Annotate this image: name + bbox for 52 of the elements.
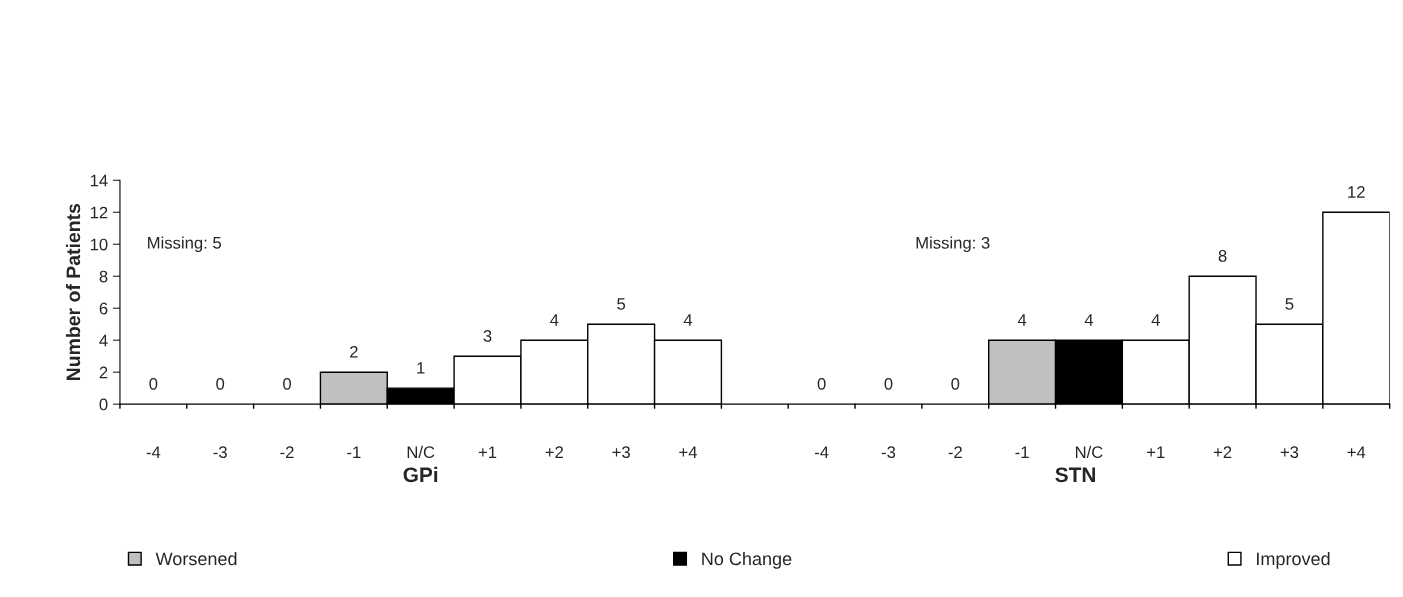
data-label: 0 bbox=[951, 377, 960, 390]
data-label: 0 bbox=[149, 377, 158, 390]
text: GPi bbox=[403, 466, 438, 483]
y-axis-title: Number of Patients bbox=[65, 203, 81, 381]
data-label: 0 bbox=[216, 377, 225, 390]
data-label: 5 bbox=[617, 298, 626, 310]
x-tick-label: N/C bbox=[1075, 445, 1103, 459]
text: STN bbox=[1055, 467, 1096, 483]
data-label: 0 bbox=[817, 377, 826, 390]
data-label: 0 bbox=[283, 377, 292, 390]
x-tick-label: -4 bbox=[814, 446, 829, 458]
data-label: 5 bbox=[1285, 298, 1294, 310]
y-tick-label: 4 bbox=[99, 334, 108, 347]
data-label: 12 bbox=[1348, 186, 1365, 198]
x-tick-label: +3 bbox=[1280, 446, 1299, 459]
data-label: 3 bbox=[483, 329, 492, 342]
y-tick-label: 10 bbox=[90, 238, 108, 251]
data-label: 4 bbox=[1084, 314, 1094, 326]
legend-label: No Change bbox=[702, 551, 792, 569]
x-tick-label: -3 bbox=[881, 446, 896, 459]
data-label: 0 bbox=[884, 377, 893, 390]
y-tick-label: 0 bbox=[99, 398, 108, 411]
legend-label: Worsened bbox=[155, 551, 237, 566]
y-tick-label: 12 bbox=[90, 206, 108, 219]
legend-label: Improved bbox=[1257, 551, 1330, 569]
data-label: 4 bbox=[683, 314, 693, 326]
data-label: 2 bbox=[350, 345, 358, 358]
x-tick-label: -2 bbox=[280, 446, 294, 458]
data-label: 4 bbox=[550, 314, 559, 326]
x-tick-label: -1 bbox=[347, 446, 361, 458]
x-tick-label: -1 bbox=[1015, 446, 1029, 458]
x-tick-label: -4 bbox=[146, 446, 161, 458]
data-label: 4 bbox=[1151, 314, 1160, 326]
data-label: 4 bbox=[1017, 314, 1027, 326]
data-label: 8 bbox=[1218, 250, 1227, 262]
data-label: 1 bbox=[417, 362, 425, 374]
x-tick-label: +2 bbox=[1213, 446, 1232, 458]
x-tick-label: +4 bbox=[679, 446, 697, 458]
x-tick-label: +1 bbox=[478, 446, 497, 458]
y-tick-label: 8 bbox=[99, 270, 108, 283]
annotation: Missing: 5 bbox=[148, 236, 222, 253]
x-tick-label: +2 bbox=[545, 446, 563, 458]
x-tick-label: -3 bbox=[213, 446, 227, 459]
x-tick-label: +4 bbox=[1347, 446, 1366, 458]
x-tick-label: +3 bbox=[612, 446, 630, 459]
x-tick-label: -2 bbox=[948, 446, 962, 458]
y-tick-label: 14 bbox=[90, 174, 108, 187]
x-tick-label: +1 bbox=[1147, 446, 1165, 458]
y-tick-label: 2 bbox=[99, 366, 108, 379]
annotation: Missing: 3 bbox=[916, 236, 990, 253]
x-tick-label: N/C bbox=[407, 445, 435, 459]
y-tick-label: 6 bbox=[99, 302, 108, 315]
